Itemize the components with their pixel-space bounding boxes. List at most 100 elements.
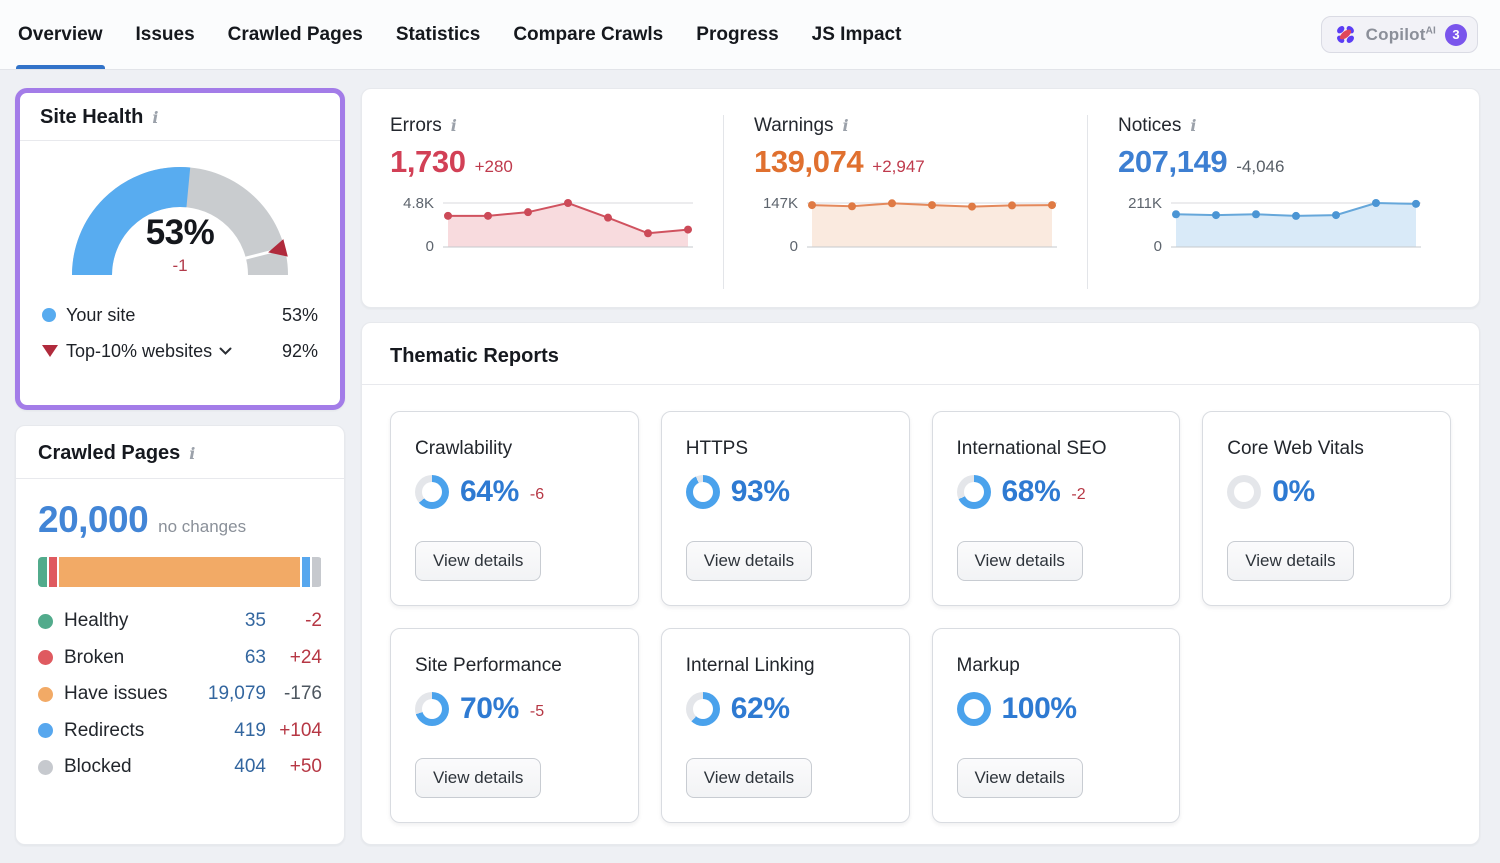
view-details-button[interactable]: View details xyxy=(956,541,1083,581)
legend-row-have-issues[interactable]: Have issues 19,079 -176 xyxy=(38,676,322,713)
benchmark-marker-icon xyxy=(268,239,288,257)
thematic-reports-title: Thematic Reports xyxy=(362,323,1479,385)
legend-row-healthy[interactable]: Healthy 35 -2 xyxy=(38,603,322,640)
healthy-value[interactable]: 35 xyxy=(244,610,266,632)
score-donut-icon xyxy=(415,692,449,726)
crawled-pages-title: Crawled Pages xyxy=(38,442,181,464)
view-details-button[interactable]: View details xyxy=(415,541,542,581)
bar-segment-broken[interactable] xyxy=(48,557,58,587)
view-details-button[interactable]: View details xyxy=(685,541,813,581)
have-issues-value[interactable]: 19,079 xyxy=(207,683,266,705)
benchmark-label: Top-10% websites xyxy=(66,340,213,361)
card-delta: -2 xyxy=(1071,486,1086,503)
have-issues-dot-icon xyxy=(38,686,53,702)
card-delta: -5 xyxy=(529,703,545,720)
benchmark-selector[interactable]: Top-10% websites xyxy=(66,341,232,362)
thematic-cards-grid: Crawlability 64% -6 View details HTTPS 9… xyxy=(362,385,1479,849)
bar-segment-blocked[interactable] xyxy=(312,557,322,587)
tab-statistics[interactable]: Statistics xyxy=(395,23,481,45)
info-icon[interactable]: i xyxy=(189,443,196,463)
warnings-value[interactable]: 139,074 xyxy=(754,144,864,179)
redirects-label: Redirects xyxy=(64,719,145,741)
copilot-icon xyxy=(1334,23,1357,46)
tab-crawled-pages[interactable]: Crawled Pages xyxy=(227,23,363,45)
blocked-label: Blocked xyxy=(64,756,132,778)
tab-js-impact[interactable]: JS Impact xyxy=(811,23,902,45)
warnings-section: Warnings i 139,074 +2,947 147K 0 xyxy=(723,115,1087,289)
have-issues-delta: -176 xyxy=(283,683,322,705)
legend-row-redirects[interactable]: Redirects 419 +104 xyxy=(38,713,322,750)
errors-title: Errors xyxy=(390,115,442,136)
issues-metrics-panel: Errors i 1,730 +280 4.8K 0 xyxy=(361,88,1480,308)
crawled-pages-change-note: no changes xyxy=(158,517,247,536)
redirects-value[interactable]: 419 xyxy=(234,719,266,741)
card-title: Core Web Vitals xyxy=(1227,438,1364,459)
card-internal-linking: Internal Linking 62% View details xyxy=(660,628,910,823)
broken-value[interactable]: 63 xyxy=(244,646,266,668)
warnings-trend-chart xyxy=(807,199,1057,248)
bar-segment-have-issues[interactable] xyxy=(59,557,301,587)
crawled-pages-panel: Crawled Pages i 20,000 no changes Health… xyxy=(15,425,345,845)
healthy-delta: -2 xyxy=(305,610,322,632)
card-percent: 100% xyxy=(1001,692,1078,725)
copilot-label: CopilotAI xyxy=(1365,24,1436,44)
copilot-badge: 3 xyxy=(1445,23,1467,46)
card-title: Markup xyxy=(956,655,1020,676)
copilot-button[interactable]: CopilotAI 3 xyxy=(1320,16,1478,53)
notices-value[interactable]: 207,149 xyxy=(1118,144,1228,179)
redirects-delta: +104 xyxy=(279,719,322,741)
tab-compare-crawls[interactable]: Compare Crawls xyxy=(513,23,664,45)
notices-section: Notices i 207,149 -4,046 211K 0 xyxy=(1087,115,1451,289)
score-donut-icon xyxy=(956,475,991,509)
blocked-value[interactable]: 404 xyxy=(234,756,266,778)
errors-delta: +280 xyxy=(474,157,513,176)
view-details-button[interactable]: View details xyxy=(1227,541,1354,581)
card-site-performance: Site Performance 70% -5 View details xyxy=(390,628,639,823)
crawled-pages-bar xyxy=(38,557,322,587)
site-health-score: 53% xyxy=(145,213,215,252)
card-title: Site Performance xyxy=(415,655,562,676)
legend-row-your-site: Your site 53% xyxy=(42,297,318,333)
view-details-button[interactable]: View details xyxy=(956,758,1083,798)
card-title: Internal Linking xyxy=(685,655,815,676)
bar-segment-healthy[interactable] xyxy=(38,557,47,587)
legend-row-blocked[interactable]: Blocked 404 +50 xyxy=(38,749,322,786)
tab-issues[interactable]: Issues xyxy=(135,23,195,45)
view-details-button[interactable]: View details xyxy=(685,758,813,798)
tab-progress[interactable]: Progress xyxy=(696,23,779,45)
info-icon[interactable]: i xyxy=(842,116,849,135)
crawled-pages-legend: Healthy 35 -2 Broken 63 +24 Have issues … xyxy=(16,587,344,786)
left-column: Site Health i 53% -1 xyxy=(15,88,345,845)
healthy-label: Healthy xyxy=(64,610,129,632)
info-icon[interactable]: i xyxy=(152,107,159,127)
errors-value[interactable]: 1,730 xyxy=(390,144,466,179)
benchmark-value: 92% xyxy=(281,340,318,361)
thematic-reports-panel: Thematic Reports Crawlability 64% -6 Vie… xyxy=(361,322,1480,845)
info-icon[interactable]: i xyxy=(450,116,457,135)
errors-section: Errors i 1,730 +280 4.8K 0 xyxy=(390,115,723,289)
card-https: HTTPS 93% View details xyxy=(660,411,910,606)
info-icon[interactable]: i xyxy=(1190,116,1197,135)
warnings-axis: 147K 0 xyxy=(762,195,798,255)
crawled-pages-header: Crawled Pages i xyxy=(16,426,344,479)
view-details-button[interactable]: View details xyxy=(415,758,542,798)
legend-row-broken[interactable]: Broken 63 +24 xyxy=(38,640,322,677)
gauge-center: 53% -1 xyxy=(60,213,300,276)
card-international-seo: International SEO 68% -2 View details xyxy=(931,411,1181,606)
card-percent: 93% xyxy=(730,475,790,508)
redirects-dot-icon xyxy=(38,723,53,739)
card-delta: -6 xyxy=(529,486,545,503)
broken-dot-icon xyxy=(38,650,53,666)
site-health-header: Site Health i xyxy=(20,93,340,141)
errors-trend-chart xyxy=(443,199,693,248)
legend-row-benchmark: Top-10% websites 92% xyxy=(42,333,318,369)
card-percent: 68% xyxy=(1001,475,1061,508)
tab-overview[interactable]: Overview xyxy=(16,0,104,69)
blocked-delta: +50 xyxy=(289,756,322,778)
chevron-down-icon xyxy=(219,347,232,355)
card-percent: 0% xyxy=(1272,475,1315,508)
bar-segment-redirects[interactable] xyxy=(302,557,311,587)
warnings-title: Warnings xyxy=(754,115,834,136)
card-markup: Markup 100% View details xyxy=(931,628,1181,823)
